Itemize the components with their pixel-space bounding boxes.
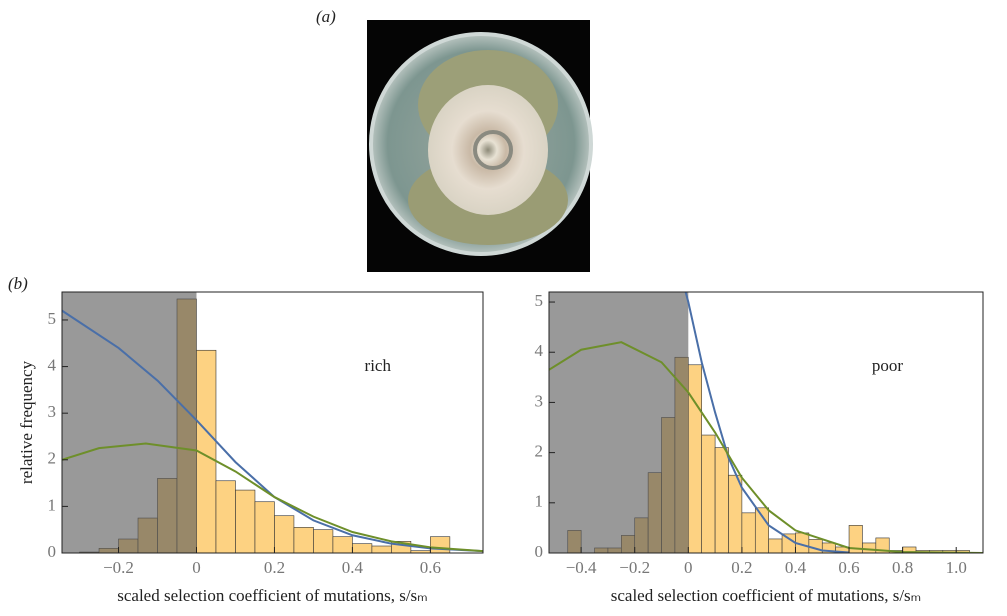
y-tick-label: 1 <box>48 495 57 514</box>
x-tick-label: −0.2 <box>619 558 650 577</box>
y-tick-label: 2 <box>48 449 57 468</box>
y-tick-label: 5 <box>48 309 57 328</box>
plot-area <box>549 292 983 553</box>
y-tick-label: 1 <box>535 492 544 511</box>
shaded-region <box>62 292 197 553</box>
y-tick-label: 0 <box>535 542 544 561</box>
x-tick-label: 0.6 <box>420 558 441 577</box>
bar <box>293 527 314 553</box>
plot-area <box>62 292 483 553</box>
x-tick-label: 0 <box>684 558 693 577</box>
bar <box>701 434 716 553</box>
bar <box>862 542 877 553</box>
bar <box>768 538 783 553</box>
bar <box>728 474 743 553</box>
bar <box>875 537 890 553</box>
x-axis-label: scaled selection coefficient of mutation… <box>117 586 428 605</box>
x-tick-label: 0.8 <box>892 558 913 577</box>
bar <box>235 489 256 553</box>
x-tick-label: −0.2 <box>103 558 134 577</box>
bar <box>352 543 373 553</box>
x-tick-label: 0.6 <box>838 558 859 577</box>
x-tick-label: 1.0 <box>946 558 967 577</box>
shaded-region <box>549 292 689 553</box>
bar <box>430 536 451 553</box>
y-axis-label: relative frequency <box>17 360 36 484</box>
bar <box>332 536 353 553</box>
y-tick-label: 5 <box>535 291 544 310</box>
bar <box>254 501 275 553</box>
y-tick-label: 3 <box>48 402 57 421</box>
bar <box>274 515 295 553</box>
frame <box>548 291 984 554</box>
annotation: poor <box>872 356 904 375</box>
y-tick-label: 0 <box>48 542 57 561</box>
panel-label: (b) <box>8 274 28 293</box>
frame <box>61 291 484 554</box>
bar <box>215 480 236 553</box>
y-tick-label: 4 <box>535 341 544 360</box>
x-tick-label: 0.4 <box>785 558 807 577</box>
curve <box>684 292 850 553</box>
panel-label: (a) <box>316 7 336 26</box>
bar <box>371 545 392 553</box>
bar <box>808 539 823 553</box>
bar <box>688 364 703 553</box>
y-tick-label: 4 <box>48 355 57 374</box>
x-tick-label: 0.2 <box>731 558 752 577</box>
bar <box>714 447 729 553</box>
petri-dish-photo <box>367 20 593 272</box>
bar <box>781 533 796 553</box>
curve <box>62 442 483 553</box>
annotation: rich <box>365 356 392 375</box>
curve <box>549 341 983 553</box>
x-tick-label: −0.4 <box>566 558 597 577</box>
y-tick-label: 3 <box>535 391 544 410</box>
x-axis-label: scaled selection coefficient of mutation… <box>611 586 922 605</box>
bar <box>741 512 756 553</box>
x-tick-label: 0 <box>192 558 201 577</box>
x-tick-label: 0.2 <box>264 558 285 577</box>
bar <box>313 529 334 553</box>
y-tick-label: 2 <box>535 442 544 461</box>
x-tick-label: 0.4 <box>342 558 364 577</box>
